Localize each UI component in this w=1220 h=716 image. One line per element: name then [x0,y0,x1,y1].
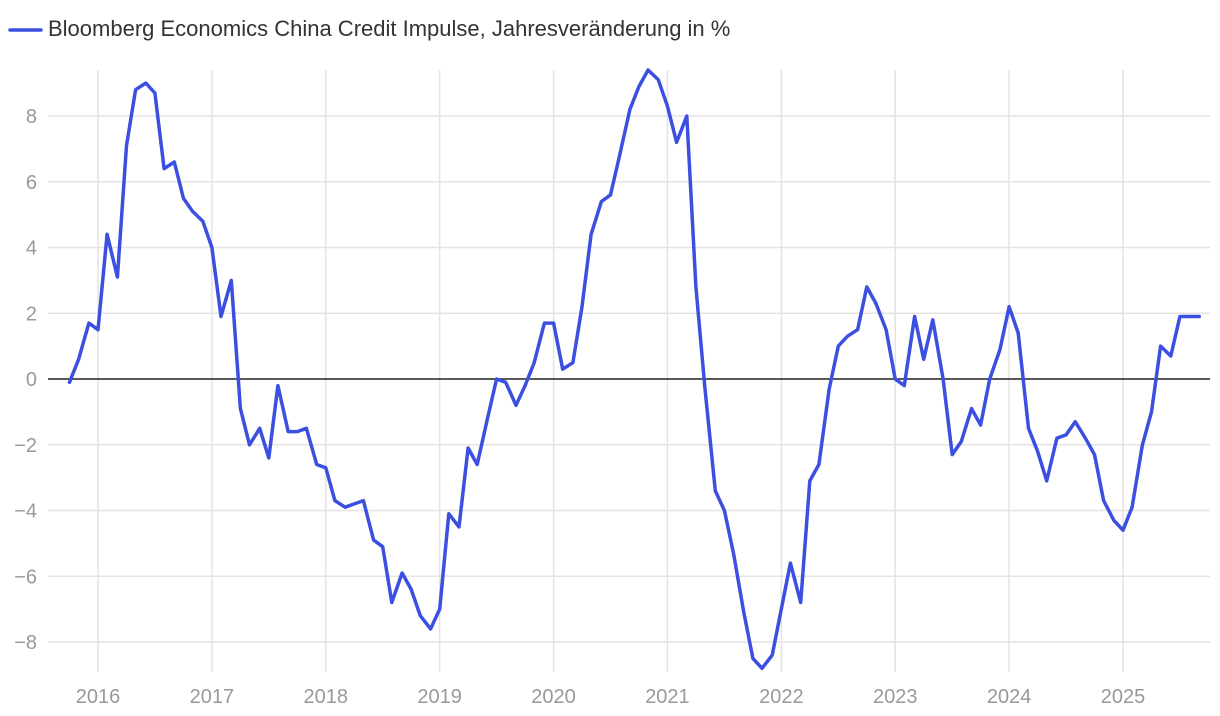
y-tick-label: −8 [14,632,37,654]
legend-label: Bloomberg Economics China Credit Impulse… [48,16,730,41]
y-tick-label: 4 [26,238,37,260]
series-group [67,68,1202,671]
x-tick-label: 2016 [76,686,121,708]
y-tick-label: 0 [26,369,37,391]
x-tick-label: 2023 [873,686,918,708]
y-tick-label: 2 [26,303,37,325]
x-tick-label: 2019 [417,686,462,708]
y-tick-label: −4 [14,501,37,523]
x-tick-label: 2021 [645,686,690,708]
y-tick-label: 6 [26,172,37,194]
y-axis-labels: −8 −6 −4 −2 0 2 4 6 8 [14,106,37,654]
x-gridlines [97,70,1124,672]
y-tick-label: −2 [14,435,37,457]
y-tick-label: −6 [14,566,37,588]
x-tick-label: 2024 [987,686,1032,708]
y-tick-label: 8 [26,106,37,128]
x-tick-label: 2022 [759,686,804,708]
legend: Bloomberg Economics China Credit Impulse… [8,16,730,41]
x-tick-label: 2017 [190,686,235,708]
x-tick-label: 2018 [304,686,349,708]
x-tick-label: 2020 [531,686,576,708]
x-axis-labels: 2016 2017 2018 2019 2020 2021 2022 2023 2024 2025 [76,686,1146,708]
y-gridlines [48,115,1210,643]
series-line [67,68,1202,671]
x-tick-label: 2025 [1101,686,1146,708]
